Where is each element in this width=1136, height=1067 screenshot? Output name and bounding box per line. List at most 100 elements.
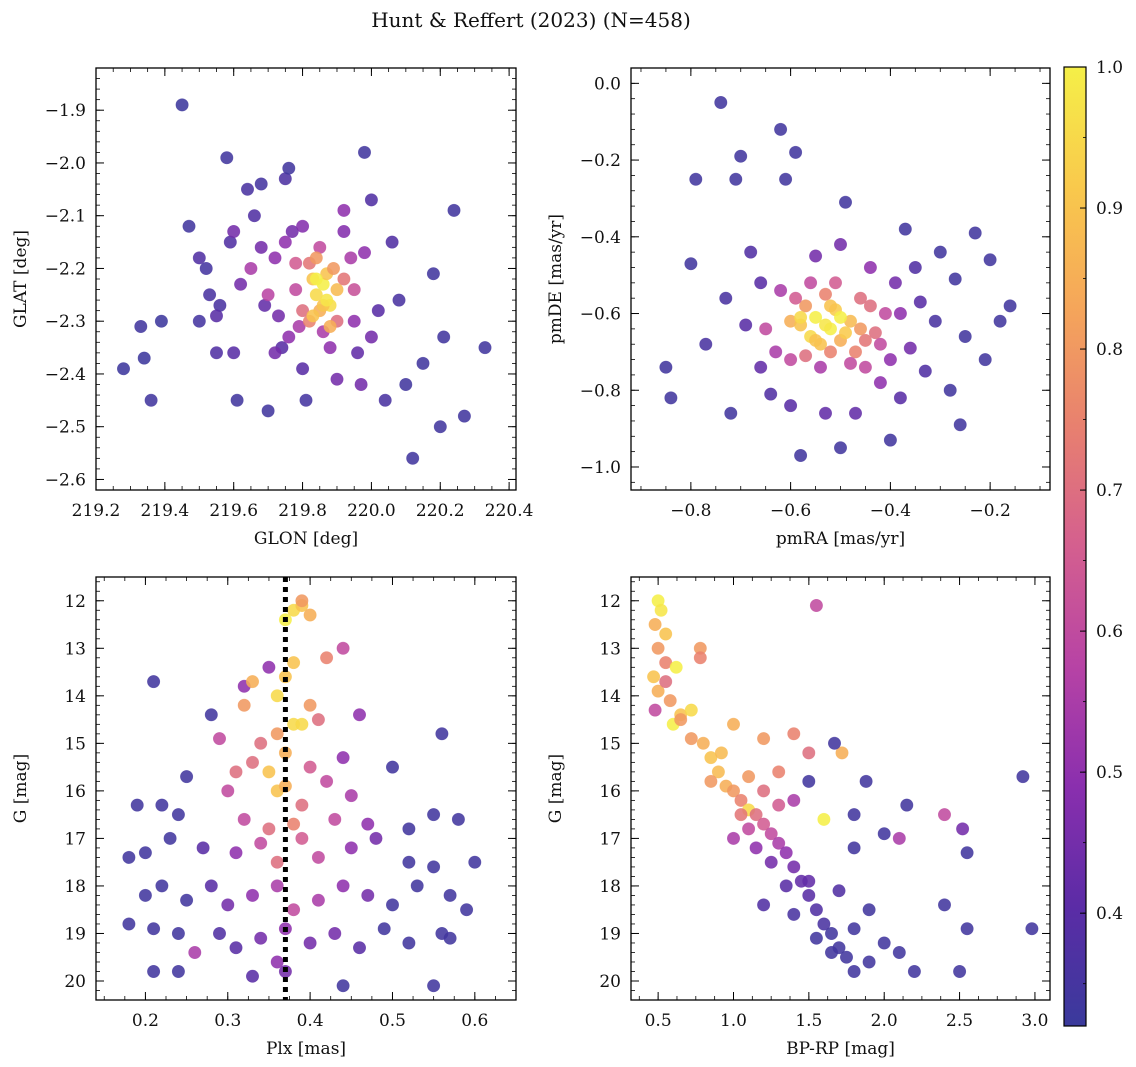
y-tick-label: 18 [599,877,621,897]
data-point [937,808,951,822]
data-point [651,641,665,655]
data-point [833,441,847,455]
data-point [784,353,798,367]
x-tick-label: −0.2 [970,501,1011,521]
y-tick-label: 14 [64,687,86,707]
data-point [352,941,366,955]
data-point [802,746,816,760]
data-point [853,322,867,336]
x-axis-label: pmRA [mas/yr] [776,529,905,549]
data-point [873,376,887,390]
data-point [230,393,244,407]
data-point [213,926,227,940]
data-point [993,314,1007,328]
data-point [134,319,148,333]
data-point [204,879,218,893]
data-point [827,736,841,750]
data-point [303,608,317,622]
data-point [378,393,392,407]
data-point [309,251,323,265]
data-point [809,333,823,347]
data-point [254,736,268,750]
data-point [847,841,861,855]
y-tick-label: −0.8 [580,381,621,401]
data-point [163,831,177,845]
data-point [859,774,873,788]
data-point [347,314,361,328]
data-point [296,304,310,318]
data-point [237,698,251,712]
y-tick-label: 20 [64,972,86,992]
data-point [192,314,206,328]
data-point [813,360,827,374]
data-point [1016,770,1030,784]
data-point [344,789,358,803]
data-point [898,222,912,236]
data-point [726,717,740,731]
data-point [443,931,457,945]
data-point [794,310,808,324]
data-point [847,922,861,936]
y-tick-label: 19 [64,924,86,944]
data-point [817,917,831,931]
panel-galactic: 219.2 219.4 219.6 219.8 220.0 220.2 220.4 −1.9 −… [11,67,533,549]
x-tick-label: 1.5 [795,1011,822,1031]
data-point [696,736,710,750]
y-tick-label: −2.5 [45,418,86,438]
x-tick-label: 0.5 [379,1011,406,1031]
colorbar: 0.4 0.5 0.6 0.7 0.8 0.9 1.0 [1063,58,1123,1027]
data-point [863,299,877,313]
data-point [270,879,284,893]
data-point [818,318,832,332]
data-point [306,309,320,323]
data-point [122,917,136,931]
x-tick-label: 2.0 [871,1011,898,1031]
data-point [937,898,951,912]
data-point [402,822,416,836]
y-tick-label: 12 [599,592,621,612]
data-point [213,732,227,746]
y-tick-label: 17 [64,829,86,849]
data-point [648,617,662,631]
data-point [960,922,974,936]
data-point [246,888,260,902]
x-tick-label: −0.4 [870,501,911,521]
data-point [192,251,206,265]
data-point [858,360,872,374]
data-point [337,272,351,286]
data-point [714,746,728,760]
data-point [863,260,877,274]
data-point [878,306,892,320]
data-point [858,333,872,347]
data-point [958,329,972,343]
data-point [357,145,371,159]
data-point [832,884,846,898]
plot-area [631,577,1050,1000]
data-point [734,808,748,822]
data-point [330,283,344,297]
data-point [270,689,284,703]
data-point [802,774,816,788]
data-point [406,451,420,465]
data-point [229,846,243,860]
data-point [234,277,248,291]
data-point [296,219,310,233]
data-point [435,727,449,741]
y-tick-label: −2.3 [45,312,86,332]
data-point [117,362,131,376]
data-point [928,314,942,328]
data-point [823,299,837,313]
data-point [289,283,303,297]
data-point [392,293,406,307]
data-point [659,675,673,689]
data-point [877,827,891,841]
data-point [862,955,876,969]
data-point [809,931,823,945]
data-point [303,760,317,774]
data-point [729,172,743,186]
data-point [320,293,334,307]
data-point [754,360,768,374]
data-point [757,898,771,912]
data-point [147,922,161,936]
data-point [903,341,917,355]
